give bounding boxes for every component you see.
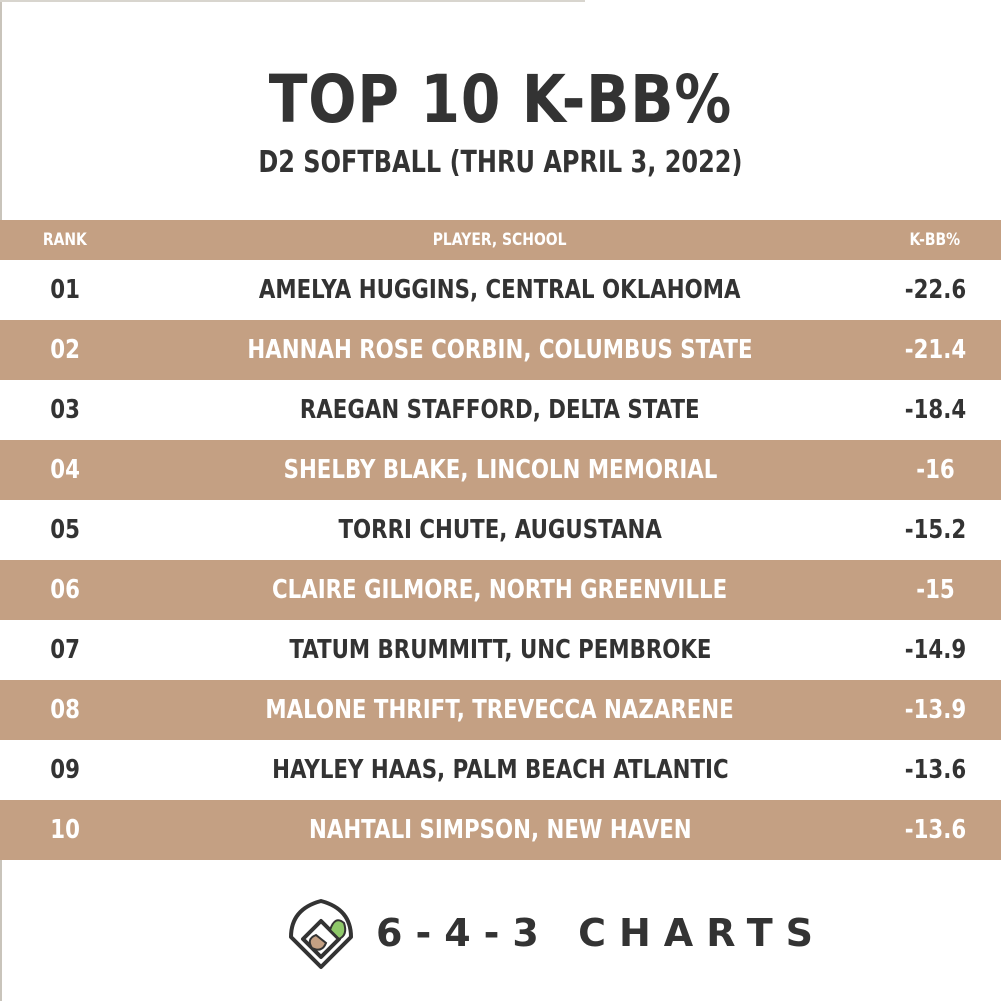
kbb-value: -15 bbox=[915, 575, 955, 605]
table-row: 05 TORRI CHUTE, AUGUSTANA -15.2 bbox=[0, 500, 1001, 560]
player-cell: TORRI CHUTE, AUGUSTANA bbox=[150, 500, 850, 560]
player-name: AMELYA HUGGINS, CENTRAL OKLAHOMA bbox=[259, 275, 741, 305]
player-cell: HANNAH ROSE CORBIN, COLUMBUS STATE bbox=[150, 320, 850, 380]
kbb-value: -22.6 bbox=[904, 275, 966, 305]
rank-cell: 04 bbox=[30, 440, 100, 500]
table-header-row: RANK PLAYER, SCHOOL K-BB% bbox=[0, 220, 1001, 260]
page-subtitle: D2 SOFTBALL (THRU APRIL 3, 2022) bbox=[258, 145, 743, 180]
value-cell: -14.9 bbox=[880, 620, 990, 680]
player-cell: CLAIRE GILMORE, NORTH GREENVILLE bbox=[150, 560, 850, 620]
kbb-value: -15.2 bbox=[904, 515, 966, 545]
rank-value: 02 bbox=[50, 335, 80, 365]
value-cell: -22.6 bbox=[880, 260, 990, 320]
player-cell: AMELYA HUGGINS, CENTRAL OKLAHOMA bbox=[150, 260, 850, 320]
page-title: TOP 10 K-BB% bbox=[268, 61, 733, 138]
player-name: TORRI CHUTE, AUGUSTANA bbox=[338, 515, 662, 545]
table-row: 07 TATUM BRUMMITT, UNC PEMBROKE -14.9 bbox=[0, 620, 1001, 680]
player-cell: NAHTALI SIMPSON, NEW HAVEN bbox=[150, 800, 850, 860]
value-cell: -18.4 bbox=[880, 380, 990, 440]
brand-name: 6-4-3 CHARTS bbox=[376, 910, 827, 955]
player-name: TATUM BRUMMITT, UNC PEMBROKE bbox=[288, 635, 712, 665]
header-value-label: K-BB% bbox=[909, 230, 961, 250]
rank-value: 07 bbox=[50, 635, 80, 665]
player-cell: SHELBY BLAKE, LINCOLN MEMORIAL bbox=[150, 440, 850, 500]
value-cell: -15 bbox=[880, 560, 990, 620]
table-row: 03 RAEGAN STAFFORD, DELTA STATE -18.4 bbox=[0, 380, 1001, 440]
value-cell: -13.6 bbox=[880, 740, 990, 800]
header-rank-label: RANK bbox=[43, 230, 87, 250]
rank-cell: 03 bbox=[30, 380, 100, 440]
header-player: PLAYER, SCHOOL bbox=[150, 220, 850, 260]
player-name: NAHTALI SIMPSON, NEW HAVEN bbox=[308, 815, 692, 845]
rank-value: 05 bbox=[50, 515, 80, 545]
table-row: 09 HAYLEY HAAS, PALM BEACH ATLANTIC -13.6 bbox=[0, 740, 1001, 800]
value-cell: -15.2 bbox=[880, 500, 990, 560]
value-cell: -13.9 bbox=[880, 680, 990, 740]
rank-cell: 06 bbox=[30, 560, 100, 620]
rank-cell: 07 bbox=[30, 620, 100, 680]
rank-cell: 02 bbox=[30, 320, 100, 380]
table-row: 10 NAHTALI SIMPSON, NEW HAVEN -13.6 bbox=[0, 800, 1001, 860]
baseball-diamond-icon bbox=[289, 899, 353, 969]
player-name: HAYLEY HAAS, PALM BEACH ATLANTIC bbox=[271, 755, 729, 785]
kbb-value: -14.9 bbox=[904, 635, 966, 665]
kbb-value: -18.4 bbox=[904, 395, 966, 425]
kbb-value: -21.4 bbox=[904, 335, 966, 365]
player-name: SHELBY BLAKE, LINCOLN MEMORIAL bbox=[283, 455, 717, 485]
kbb-value: -13.9 bbox=[904, 695, 966, 725]
table-row: 01 AMELYA HUGGINS, CENTRAL OKLAHOMA -22.6 bbox=[0, 260, 1001, 320]
rank-value: 04 bbox=[50, 455, 80, 485]
player-name: RAEGAN STAFFORD, DELTA STATE bbox=[300, 395, 700, 425]
rank-value: 08 bbox=[50, 695, 80, 725]
table-row: 08 MALONE THRIFT, TREVECCA NAZARENE -13.9 bbox=[0, 680, 1001, 740]
header-player-label: PLAYER, SCHOOL bbox=[433, 230, 567, 250]
rank-cell: 08 bbox=[30, 680, 100, 740]
player-name: CLAIRE GILMORE, NORTH GREENVILLE bbox=[272, 575, 728, 605]
player-name: HANNAH ROSE CORBIN, COLUMBUS STATE bbox=[247, 335, 753, 365]
player-cell: MALONE THRIFT, TREVECCA NAZARENE bbox=[150, 680, 850, 740]
rank-value: 03 bbox=[50, 395, 80, 425]
rank-value: 06 bbox=[50, 575, 80, 605]
header-value: K-BB% bbox=[880, 220, 990, 260]
kbb-value: -16 bbox=[915, 455, 955, 485]
kbb-value: -13.6 bbox=[904, 755, 966, 785]
rank-value: 01 bbox=[50, 275, 80, 305]
rank-cell: 09 bbox=[30, 740, 100, 800]
player-cell: RAEGAN STAFFORD, DELTA STATE bbox=[150, 380, 850, 440]
value-cell: -21.4 bbox=[880, 320, 990, 380]
rank-cell: 05 bbox=[30, 500, 100, 560]
player-name: MALONE THRIFT, TREVECCA NAZARENE bbox=[265, 695, 735, 725]
header-rank: RANK bbox=[30, 220, 100, 260]
stats-table: RANK PLAYER, SCHOOL K-BB% 01 AMELYA HUGGI… bbox=[0, 220, 1001, 860]
table-row: 02 HANNAH ROSE CORBIN, COLUMBUS STATE -21.… bbox=[0, 320, 1001, 380]
value-cell: -13.6 bbox=[880, 800, 990, 860]
rank-cell: 01 bbox=[30, 260, 100, 320]
rank-cell: 10 bbox=[30, 800, 100, 860]
player-cell: TATUM BRUMMITT, UNC PEMBROKE bbox=[150, 620, 850, 680]
kbb-value: -13.6 bbox=[904, 815, 966, 845]
footer-brand: 6-4-3 CHARTS bbox=[286, 895, 813, 970]
value-cell: -16 bbox=[880, 440, 990, 500]
table-row: 04 SHELBY BLAKE, LINCOLN MEMORIAL -16 bbox=[0, 440, 1001, 500]
top-edge-line bbox=[0, 0, 585, 2]
player-cell: HAYLEY HAAS, PALM BEACH ATLANTIC bbox=[150, 740, 850, 800]
rank-value: 10 bbox=[50, 815, 80, 845]
table-row: 06 CLAIRE GILMORE, NORTH GREENVILLE -15 bbox=[0, 560, 1001, 620]
rank-value: 09 bbox=[50, 755, 80, 785]
